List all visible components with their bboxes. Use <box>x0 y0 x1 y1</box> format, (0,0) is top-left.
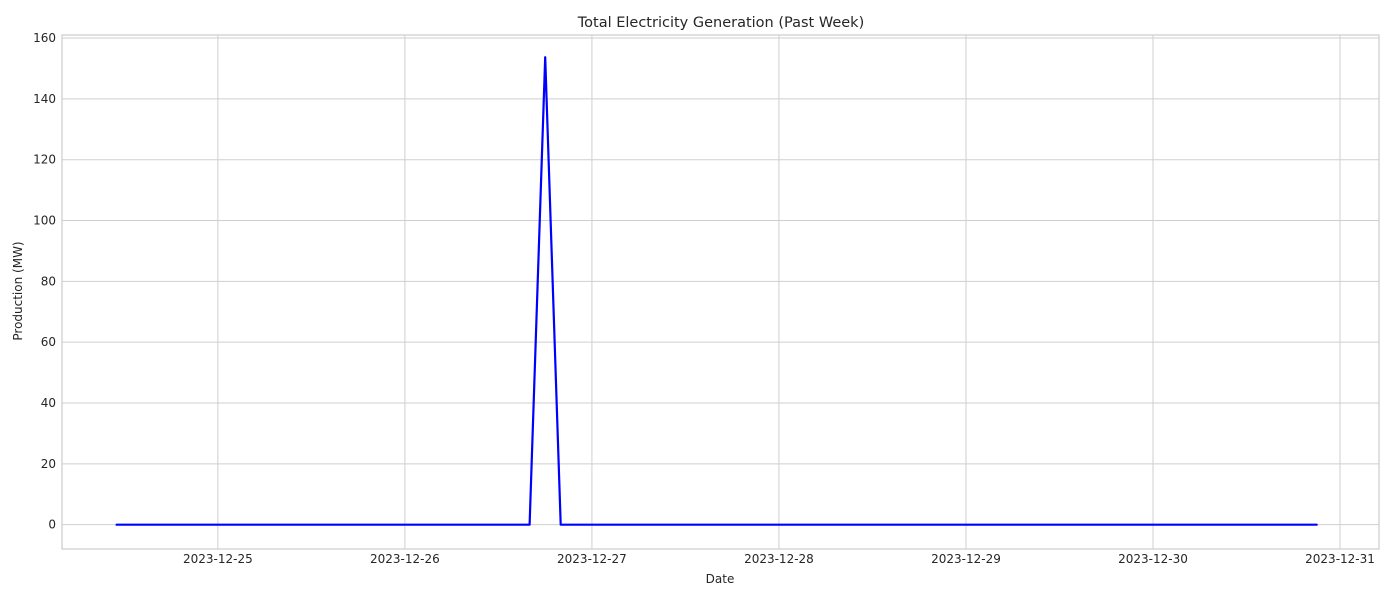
y-tick-label: 20 <box>41 457 56 471</box>
x-tick-label: 2023-12-29 <box>931 552 1001 566</box>
series-line <box>115 56 1318 526</box>
y-axis-label: Production (MW) <box>11 241 25 340</box>
series-layer <box>115 56 1318 526</box>
plot-frame <box>61 34 1380 550</box>
x-tick-label: 2023-12-27 <box>557 552 627 566</box>
y-tick-label: 160 <box>33 31 56 45</box>
x-tick-label: 2023-12-25 <box>183 552 253 566</box>
x-tick-label: 2023-12-26 <box>370 552 440 566</box>
y-tick-label: 40 <box>41 396 56 410</box>
y-tick-label: 120 <box>33 153 56 167</box>
y-tick-label: 140 <box>33 92 56 106</box>
grid-layer <box>62 35 1379 549</box>
x-tick-label: 2023-12-28 <box>744 552 814 566</box>
y-tick-labels: 0 20 40 60 80 100 120 140 160 <box>33 31 56 532</box>
y-tick-label: 80 <box>41 274 56 288</box>
y-tick-label: 60 <box>41 335 56 349</box>
x-tick-label: 2023-12-30 <box>1118 552 1188 566</box>
x-tick-label: 2023-12-31 <box>1305 552 1375 566</box>
chart-title: Total Electricity Generation (Past Week) <box>577 15 864 31</box>
y-tick-label: 0 <box>48 518 56 532</box>
x-tick-labels: 2023-12-25 2023-12-26 2023-12-27 2023-12-28… <box>183 552 1375 566</box>
x-axis-label: Date <box>706 572 735 586</box>
y-tick-label: 100 <box>33 214 56 228</box>
